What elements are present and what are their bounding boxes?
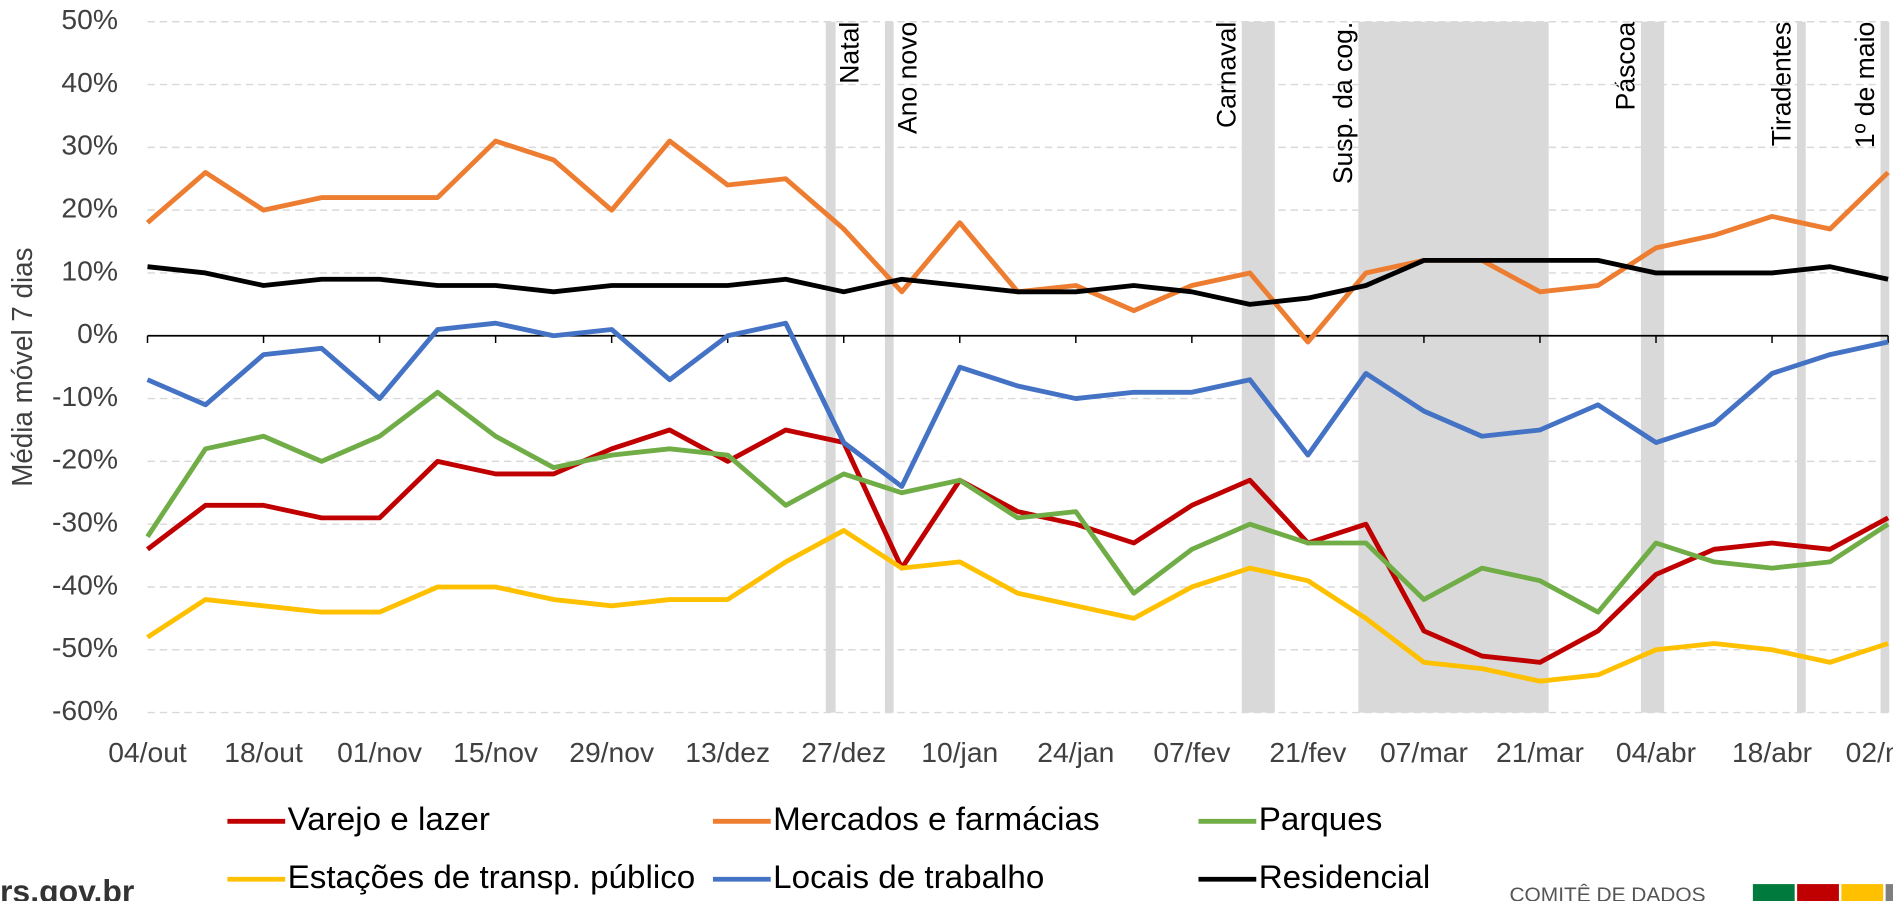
series-line <box>145 389 1890 615</box>
legend-label: Estações de transp. público <box>288 858 696 895</box>
y-tick-label: -20% <box>52 444 118 475</box>
x-tick-label: 07/fev <box>1153 737 1230 768</box>
y-axis-label: Média móvel 7 dias <box>7 248 38 487</box>
y-tick-label: -30% <box>52 507 118 538</box>
x-tick-label: 21/mar <box>1496 737 1584 768</box>
holiday-band <box>825 21 836 713</box>
y-tick-label: -40% <box>52 570 118 601</box>
holiday-label: Páscoa <box>1610 22 1640 111</box>
flag-block <box>1841 884 1884 901</box>
legend-label: Residencial <box>1259 858 1431 895</box>
y-tick-label: 40% <box>61 67 118 98</box>
holiday-label: Susp. da cog. <box>1328 22 1358 184</box>
x-tick-label: 27/dez <box>801 737 886 768</box>
legend-label: Mercados e farmácias <box>773 800 1099 837</box>
x-tick-label: 07/mar <box>1380 737 1468 768</box>
flag-block <box>1797 884 1839 901</box>
holiday-label: Natal <box>835 22 865 84</box>
holiday-band <box>1241 21 1275 713</box>
holiday-label: Carnaval <box>1211 22 1241 128</box>
y-tick-label: 20% <box>61 193 118 224</box>
x-tick-label: 13/dez <box>685 737 770 768</box>
x-tick-label: 29/nov <box>569 737 654 768</box>
series-line <box>146 427 1890 665</box>
legend-label: Varejo e lazer <box>288 800 490 837</box>
holiday-label: Ano novo <box>893 22 923 134</box>
y-tick-label: 30% <box>61 130 118 161</box>
legend-label: Parques <box>1259 800 1383 837</box>
x-tick-label: 18/abr <box>1732 737 1812 768</box>
x-tick-label: 04/abr <box>1616 737 1696 768</box>
y-tick-label: 0% <box>77 318 118 349</box>
y-tick-label: -60% <box>52 695 118 726</box>
holiday-band <box>1880 21 1890 713</box>
holiday-band <box>1640 21 1665 713</box>
flag-block <box>1885 884 1893 901</box>
x-tick-label: 24/jan <box>1037 737 1114 768</box>
series-line <box>145 138 1890 345</box>
y-tick-label: 50% <box>61 4 118 35</box>
x-tick-label: 01/nov <box>337 737 422 768</box>
y-tick-label: 10% <box>61 256 118 287</box>
holiday-band <box>884 21 894 713</box>
series-line <box>147 257 1889 307</box>
footer-site: rs.gov.br <box>0 873 134 901</box>
x-tick-label: 04/out <box>108 737 187 768</box>
x-tick-label: 10/jan <box>921 737 998 768</box>
x-tick-label: 15/nov <box>453 737 538 768</box>
series-line <box>146 320 1889 489</box>
y-tick-label: -50% <box>52 632 118 663</box>
holiday-band <box>1796 21 1806 713</box>
holiday-band <box>1358 21 1549 713</box>
x-tick-label: 18/out <box>224 737 303 768</box>
series-line <box>146 528 1889 684</box>
legend-label: Locais de trabalho <box>773 858 1044 895</box>
footer-committee: COMITÊ DE DADOS <box>1509 884 1705 901</box>
y-tick-label: -10% <box>52 381 118 412</box>
x-tick-label: 02/mai <box>1846 737 1893 768</box>
x-tick-label: 21/fev <box>1269 737 1346 768</box>
flag-block <box>1752 884 1795 901</box>
